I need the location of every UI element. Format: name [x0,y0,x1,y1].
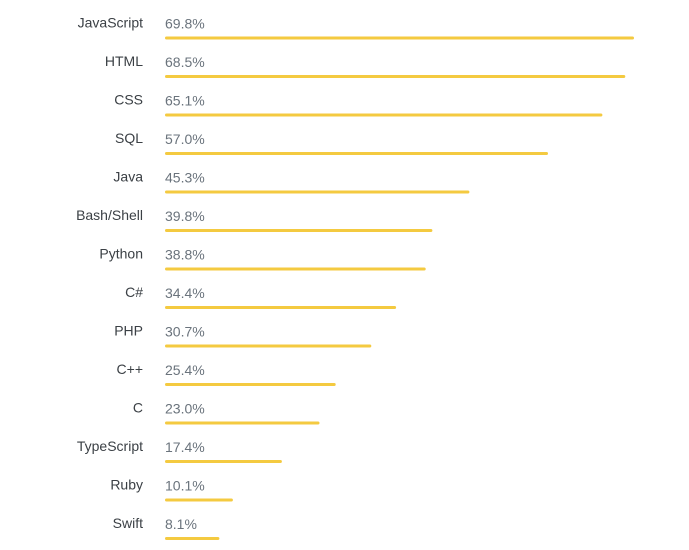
value-label: 57.0% [165,131,205,147]
bar [165,190,470,194]
value-label: 23.0% [165,401,205,417]
category-label: PHP [114,323,143,339]
value-label: 10.1% [165,478,205,494]
category-label: C# [125,284,143,300]
category-label: SQL [115,130,143,146]
category-label: HTML [105,53,143,69]
bar-row: Java 45.3% [113,169,470,194]
bar-row: CSS 65.1% [114,92,603,117]
bar [165,306,397,309]
category-label: CSS [114,92,143,108]
value-label: 34.4% [165,285,205,301]
bar [165,383,336,386]
bar-row: JavaScript 69.8% [78,15,634,40]
value-label: 45.3% [165,170,205,186]
value-label: 25.4% [165,362,205,378]
bar-row: SQL 57.0% [115,130,548,155]
bar [165,229,433,232]
bar-row: PHP 30.7% [114,323,372,348]
bar-row: Bash/Shell 39.8% [76,207,433,232]
value-label: 30.7% [165,324,205,340]
bar [165,537,220,540]
category-label: Swift [113,515,143,531]
category-label: Ruby [110,477,143,493]
category-label: Bash/Shell [76,207,143,223]
value-label: 69.8% [165,16,205,32]
bar [165,75,626,78]
value-label: 17.4% [165,439,205,455]
category-label: Java [113,169,143,185]
value-label: 8.1% [165,516,197,532]
bar-row: Swift 8.1% [113,515,220,540]
bar-row: TypeScript 17.4% [77,438,282,463]
bar [165,267,426,271]
bar-row: C 23.0% [133,400,320,425]
bar-row: C++ 25.4% [117,361,336,386]
bar-row: Python 38.8% [99,246,426,271]
category-label: Python [99,246,143,262]
category-label: TypeScript [77,438,143,454]
value-label: 68.5% [165,54,205,70]
bar-row: C# 34.4% [125,284,397,309]
category-label: JavaScript [78,15,143,31]
category-label: C++ [117,361,143,377]
bar [165,498,233,502]
bar-row: Ruby 10.1% [110,477,233,502]
bar-row: HTML 68.5% [105,53,626,78]
value-label: 39.8% [165,208,205,224]
bar [165,344,372,348]
bar [165,421,320,425]
category-label: C [133,400,143,416]
bar [165,152,548,155]
bar [165,113,603,117]
bar [165,36,634,40]
value-label: 38.8% [165,247,205,263]
bar [165,460,282,463]
value-label: 65.1% [165,93,205,109]
